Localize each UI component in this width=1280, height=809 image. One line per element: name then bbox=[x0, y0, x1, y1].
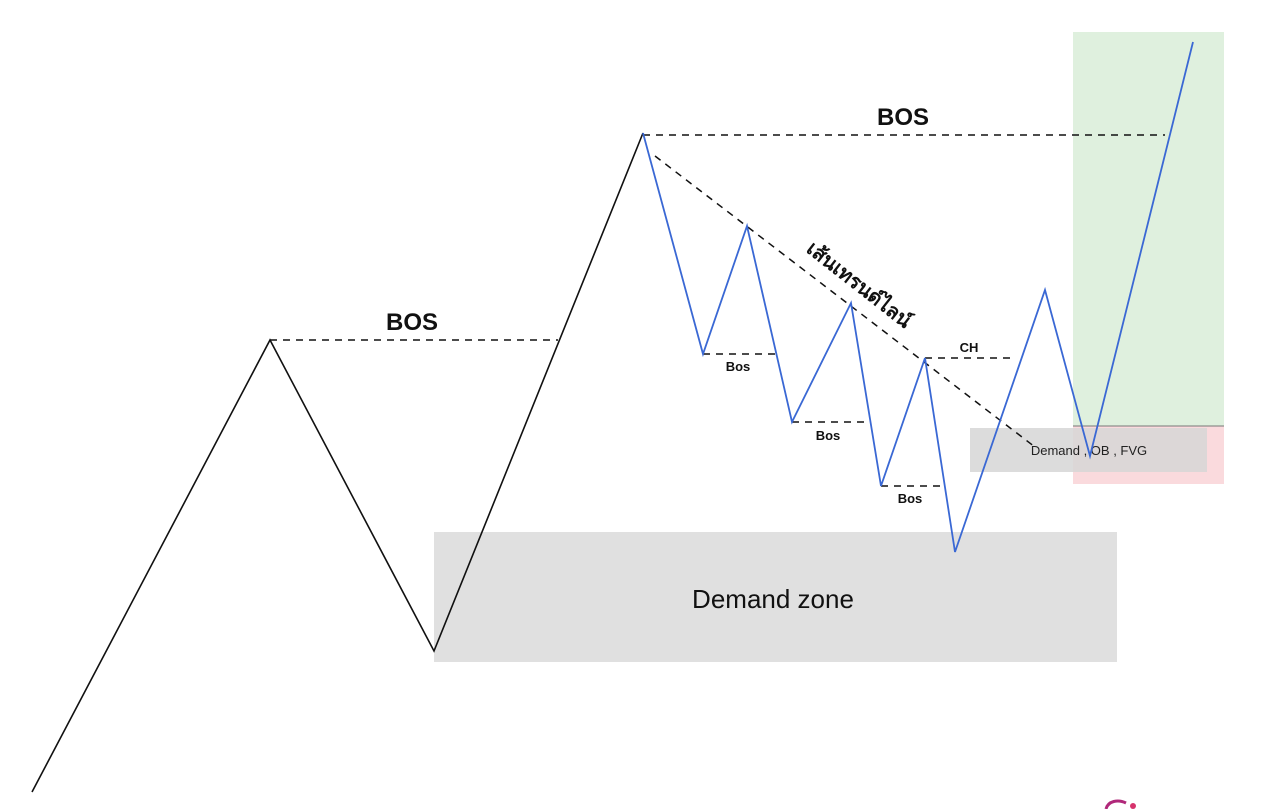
bos-label-small-2: Bos bbox=[816, 428, 841, 443]
price-path bbox=[642, 41, 1194, 553]
uptrend-path bbox=[31, 132, 644, 793]
bos-label-top: BOS bbox=[877, 104, 929, 131]
trendline bbox=[654, 155, 1036, 448]
logo-dot bbox=[1130, 803, 1136, 809]
ch-label: CH bbox=[960, 340, 979, 355]
demand-zone bbox=[434, 532, 1117, 662]
bos-label-small-3: Bos bbox=[898, 491, 923, 506]
trendline-label: เส้นเทรนด์ไลน์ bbox=[802, 236, 916, 333]
logo-mark bbox=[1104, 799, 1127, 809]
bos-label-small-1: Bos bbox=[726, 359, 751, 374]
target-zone bbox=[1073, 32, 1224, 426]
demand-zone-label: Demand zone bbox=[692, 584, 854, 614]
bos-label-left: BOS bbox=[386, 309, 438, 336]
